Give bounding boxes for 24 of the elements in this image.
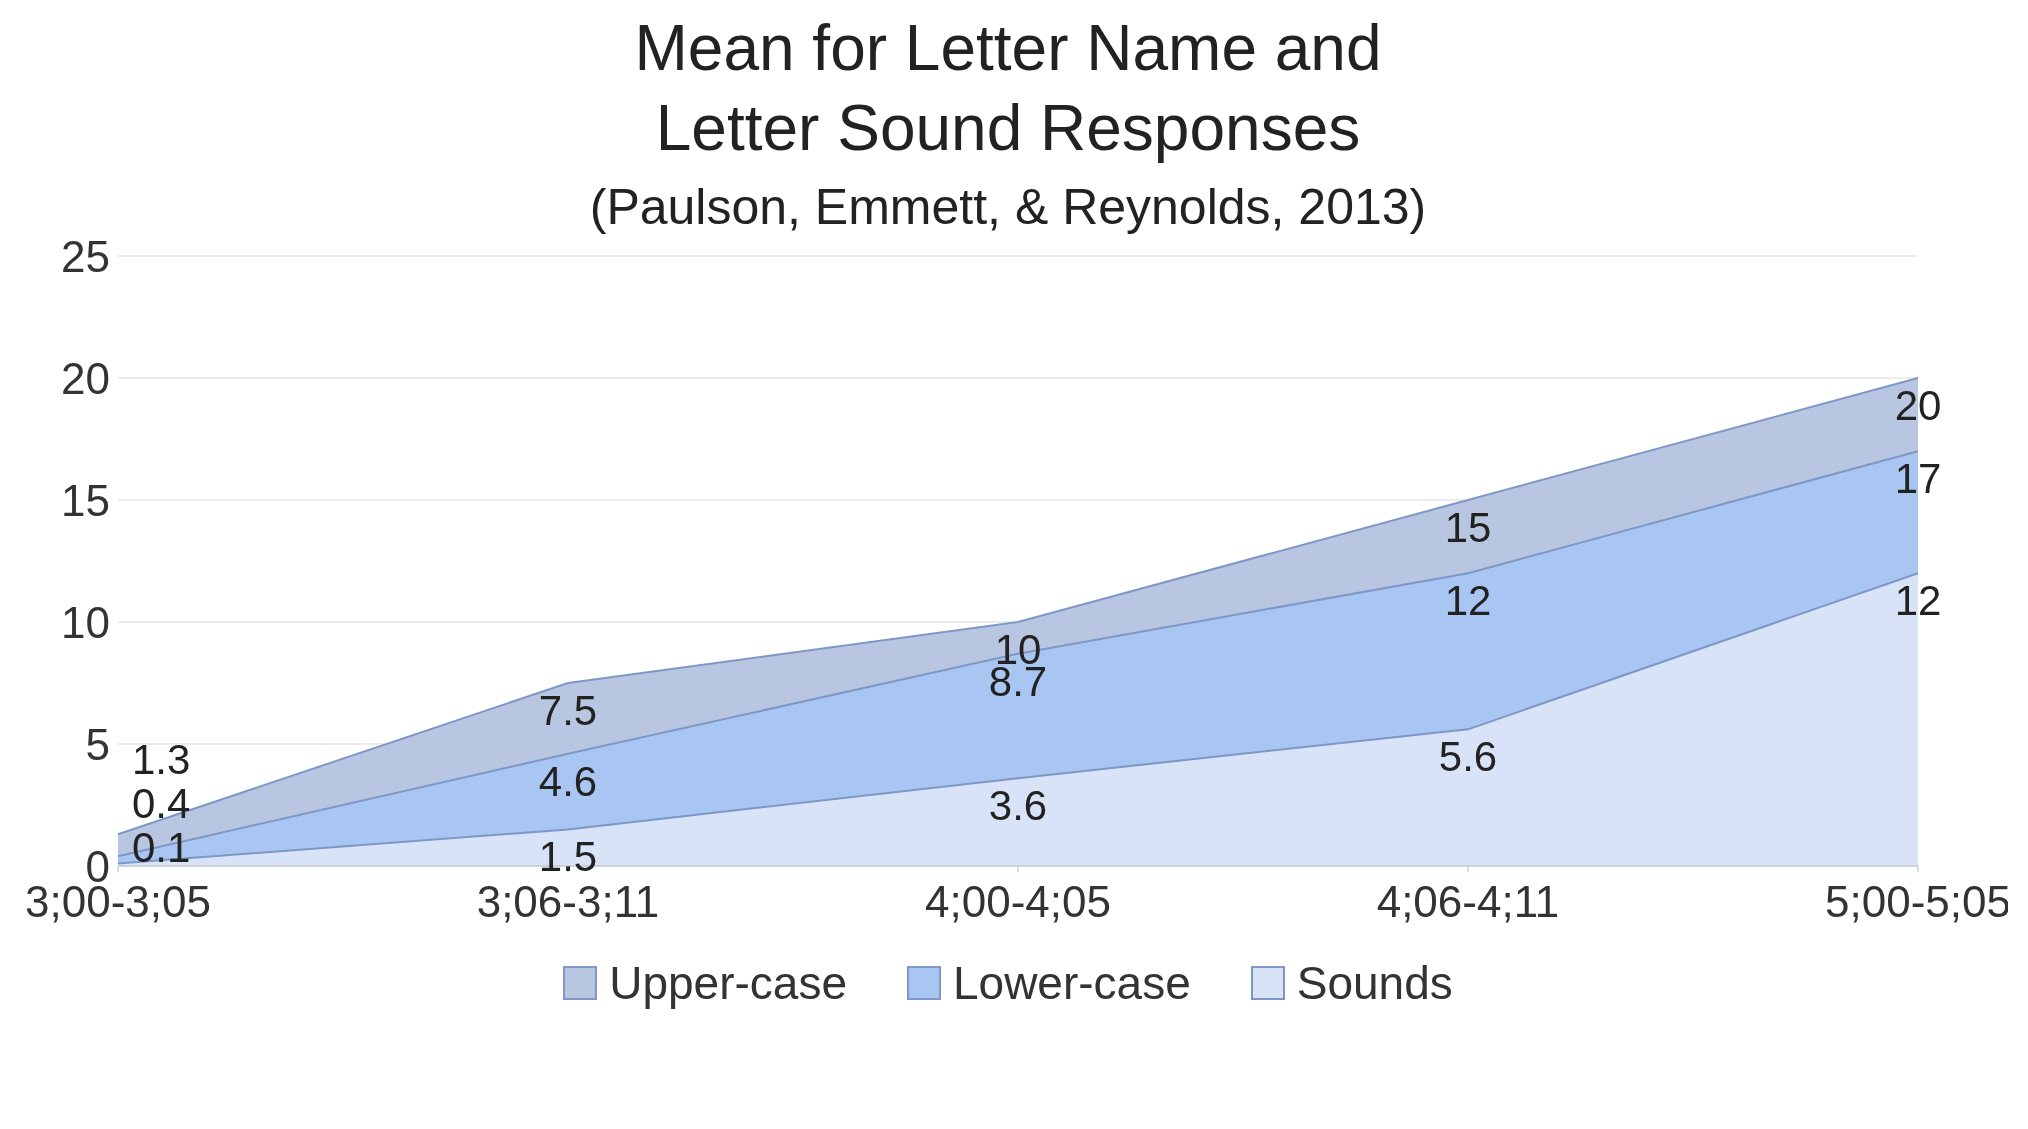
y-tick-label: 10 [61, 597, 110, 647]
data-label: 15 [1444, 504, 1492, 551]
data-label: 5.6 [1438, 733, 1498, 781]
legend-label: Lower-case [952, 956, 1191, 1010]
y-tick-label: 20 [61, 353, 110, 403]
data-label: 1.3 [132, 736, 191, 783]
data-label: 12 [1894, 577, 1942, 625]
data-label: 4.6 [538, 757, 598, 805]
data-label: 3.6 [988, 782, 1048, 830]
x-tick-label: 4;00-4;05 [925, 877, 1111, 927]
legend-label: Upper-case [609, 956, 847, 1010]
data-label: 0.1 [132, 824, 191, 871]
data-label: 12 [1444, 577, 1492, 625]
chart-subtitle: (Paulson, Emmett, & Reynolds, 2013) [589, 179, 1427, 235]
y-tick-label: 25 [61, 231, 110, 281]
y-tick-label: 15 [61, 475, 110, 525]
legend-label: Sounds [1296, 956, 1453, 1010]
y-tick-label: 5 [85, 719, 110, 769]
data-label: 0.4 [132, 780, 191, 827]
x-tick-label: 4;06-4;11 [1376, 877, 1560, 927]
data-label: 20 [1894, 382, 1942, 429]
chart-title: Mean for Letter Name and Letter Sound Responses [633, 11, 1383, 166]
data-label: 17 [1894, 455, 1942, 503]
data-label: 7.5 [538, 687, 598, 734]
